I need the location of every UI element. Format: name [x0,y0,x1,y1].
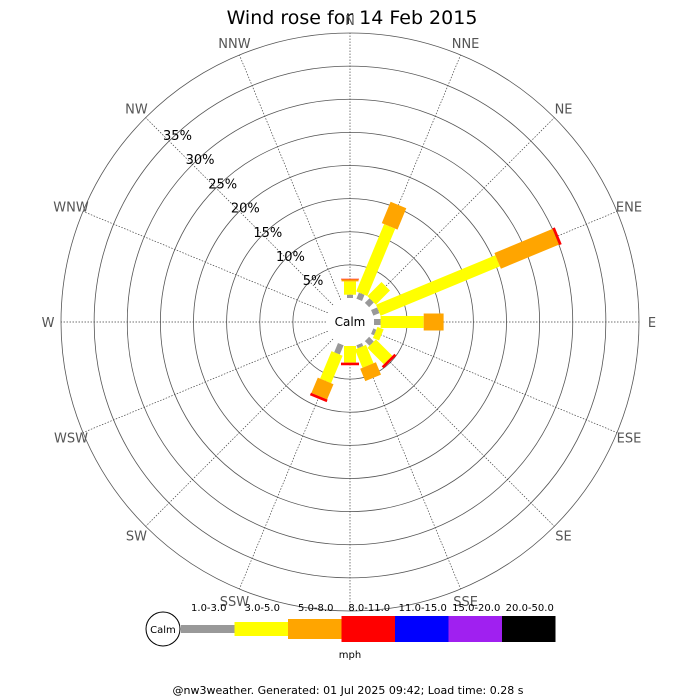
petal-se-bin-1 [367,339,393,365]
petal-se-bin-0 [364,336,374,346]
direction-label-nw: NW [125,102,148,117]
petal-sse-bin-1 [354,344,374,368]
petal-n-bin-0 [347,294,353,298]
petal-ene-bin-1 [376,255,500,316]
petal-e-bin-2 [423,313,444,331]
direction-label-ese: ESE [617,432,642,447]
grid-spoke [82,211,328,314]
petal-n-bin-1 [344,281,356,295]
grid-spoke [358,54,461,300]
grid-spoke [372,330,618,433]
legend-swatch [288,619,342,639]
petal-ene-bin-2 [494,228,559,269]
legend-bin-label: 15.0-20.0 [452,603,500,614]
direction-label-e: E [648,316,656,331]
legend-bin-label: 1.0-3.0 [191,603,226,614]
chart-title: Wind rose for 14 Feb 2015 [227,7,478,29]
petal-sse-bin-2 [360,362,381,382]
radial-tick-label: 10% [276,250,305,265]
petal-ssw-bin-1 [320,351,343,384]
legend-bin-label: 5.0-8.0 [298,603,333,614]
petal-nne-bin-2 [381,201,407,230]
legend-unit: mph [339,650,361,661]
radial-tick-labels: 5% 10% 15% 20% 25% 30% 35% [163,129,323,289]
petal-ssw-bin-3 [309,392,328,403]
petal-nne-bin-0 [356,292,365,301]
legend-calm-circle [145,611,181,647]
grid-spoke [239,344,342,590]
petal-ne-bin-1 [367,282,390,305]
grid-spoke [145,338,334,527]
calm-label: Calm [335,315,366,329]
direction-label-n: N [345,14,355,29]
petal-s-bin-3 [341,362,359,366]
petal-sse-bin-0 [356,343,364,349]
legend-swatch [234,622,288,636]
wind-petals [309,201,562,403]
direction-label-wsw: WSW [54,432,88,447]
petal-ene-bin-3 [552,227,562,246]
petal-n-bin-3 [341,278,359,280]
speed-legend: Calm 1.0-3.0 3.0-5.0 5.0-8.0 8.0-11.0 11.0-1… [145,603,556,661]
petal-e-bin-1 [380,316,424,328]
petal-ese-bin-1 [372,326,384,341]
grid-spoke [358,344,461,590]
legend-calm-label: Calm [150,625,176,636]
petal-e-bin-0 [374,319,381,325]
petal-s-bin-1 [344,346,356,363]
legend-swatch [448,616,502,642]
legend-bin-label: 3.0-5.0 [245,603,280,614]
legend-swatch [395,616,449,642]
radial-tick-label: 5% [303,274,324,289]
petal-nne-bin-1 [356,224,396,296]
radial-tick-label: 35% [163,129,192,144]
direction-label-w: W [42,316,55,331]
footer-text: @nw3weather. Generated: 01 Jul 2025 09:4… [173,684,524,697]
legend-swatch [341,616,395,642]
grid-spoke [82,330,328,433]
legend-bin-label: 8.0-11.0 [348,603,390,614]
direction-label-ssw: SSW [220,595,250,610]
direction-label-wnw: WNW [53,200,89,215]
petal-ne-bin-0 [364,298,374,308]
legend-bin-label: 20.0-50.0 [506,603,554,614]
petal-ene-bin-0 [371,307,380,316]
direction-label-nne: NNE [452,37,480,52]
radial-tick-label: 20% [231,202,260,217]
direction-label-sw: SW [126,530,147,545]
calm-center: Calm [326,298,374,346]
radial-tick-label: 15% [253,226,282,241]
grid-spoke [366,338,555,527]
grid-spoke [366,117,555,306]
direction-labels: NNNENEENEEESESESSESSSWSWWSWWWNWNWNNW [42,14,657,633]
petal-se-bin-3 [381,353,397,369]
direction-label-ne: NE [555,102,573,117]
petal-n-bin-2 [341,279,359,282]
petal-ssw-bin-2 [311,377,334,400]
radial-tick-label: 25% [208,177,237,192]
calm-circle [326,298,374,346]
legend-swatch [181,625,235,633]
direction-label-se: SE [555,530,571,545]
radial-tick-label: 30% [186,153,215,168]
direction-label-nnw: NNW [218,37,250,52]
legend-bin-label: 11.0-15.0 [399,603,447,614]
petal-ssw-bin-0 [334,343,344,355]
legend-swatch [502,616,556,642]
petal-ese-bin-0 [371,328,377,336]
direction-label-sse: SSE [453,595,478,610]
grid-spoke [145,117,334,306]
grid-spoke [239,54,342,300]
direction-label-ene: ENE [616,200,642,215]
